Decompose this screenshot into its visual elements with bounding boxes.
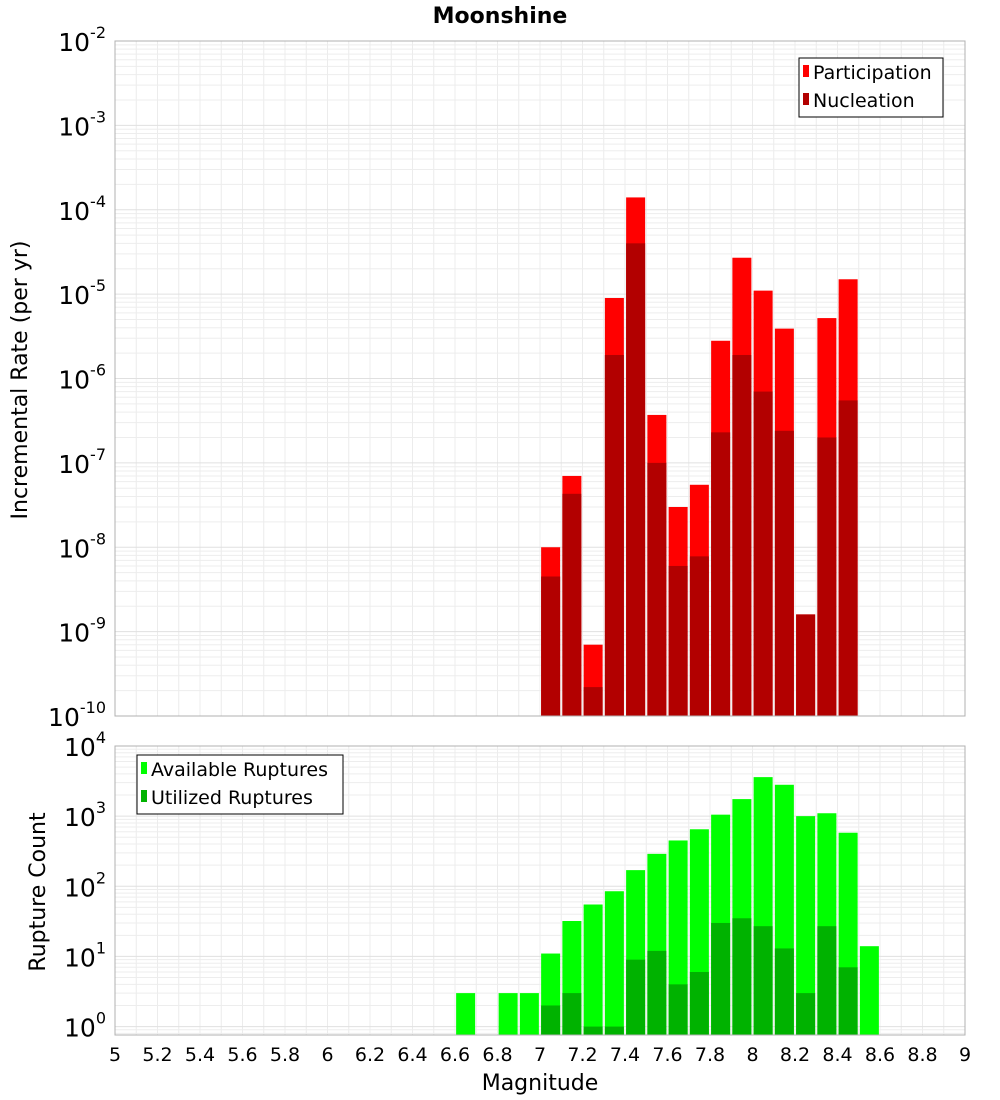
bar-nucleation bbox=[732, 354, 752, 716]
y-tick-label: 102 bbox=[64, 868, 106, 902]
bar-utilized-ruptures bbox=[732, 918, 752, 1035]
bar-nucleation bbox=[604, 354, 624, 716]
y-tick-label: 10-10 bbox=[48, 698, 106, 732]
x-tick-label: 7.4 bbox=[610, 1044, 640, 1066]
bar-nucleation bbox=[817, 437, 837, 716]
bar-utilized-ruptures bbox=[711, 922, 731, 1035]
bar-utilized-ruptures bbox=[562, 993, 582, 1035]
bar-utilized-ruptures bbox=[583, 1026, 603, 1035]
x-tick-label: 5 bbox=[109, 1044, 121, 1066]
bar-nucleation bbox=[796, 614, 816, 716]
legend-swatch bbox=[141, 762, 147, 774]
bar-utilized-ruptures bbox=[668, 984, 688, 1035]
y-tick-label: 10-7 bbox=[58, 445, 106, 479]
bar-nucleation bbox=[541, 576, 561, 716]
legend-label: Available Ruptures bbox=[151, 759, 328, 781]
bar-utilized-ruptures bbox=[774, 948, 794, 1035]
bar-utilized-ruptures bbox=[626, 959, 646, 1035]
bar-utilized-ruptures bbox=[541, 1005, 561, 1035]
x-tick-label: 5.2 bbox=[142, 1044, 172, 1066]
plot-frame bbox=[114, 745, 966, 1036]
bar-available-ruptures bbox=[859, 946, 879, 1035]
x-tick-label: 6.8 bbox=[482, 1044, 512, 1066]
bar-utilized-ruptures bbox=[817, 926, 837, 1035]
x-tick-label: 8.4 bbox=[822, 1044, 852, 1066]
legend-swatch bbox=[141, 790, 147, 802]
y-tick-label: 101 bbox=[64, 938, 106, 972]
chart-title: Moonshine bbox=[433, 4, 568, 29]
y-tick-label: 10-6 bbox=[58, 361, 106, 395]
bar-nucleation bbox=[838, 400, 858, 716]
rate-panel: 10-10 10-9 10-8 10-7 10-6 10-5 10-4 10-3 10-2 Par… bbox=[48, 23, 966, 732]
bar-nucleation bbox=[562, 493, 582, 716]
legend-box bbox=[136, 754, 344, 815]
rate-y-axis-label: Incremental Rate (per yr) bbox=[8, 241, 33, 520]
x-tick-label: 6.2 bbox=[355, 1044, 385, 1066]
x-tick-label: 9 bbox=[959, 1044, 971, 1066]
bar-available-ruptures bbox=[604, 891, 624, 1035]
y-tick-label: 10-3 bbox=[58, 107, 106, 141]
bar-nucleation bbox=[774, 430, 794, 716]
x-tick-label: 8.6 bbox=[865, 1044, 895, 1066]
x-tick-label: 6.6 bbox=[440, 1044, 470, 1066]
x-tick-label: 6 bbox=[321, 1044, 333, 1066]
bar-available-ruptures bbox=[498, 993, 518, 1035]
y-tick-label: 10-8 bbox=[58, 529, 106, 563]
bar-available-ruptures bbox=[583, 904, 603, 1035]
x-tick-label: 7.8 bbox=[695, 1044, 725, 1066]
legend-label: Utilized Ruptures bbox=[151, 787, 313, 809]
bar-utilized-ruptures bbox=[753, 926, 773, 1035]
plot-frame bbox=[114, 40, 966, 717]
bar-nucleation bbox=[626, 243, 646, 717]
bar-nucleation bbox=[583, 687, 603, 716]
bar-nucleation bbox=[668, 565, 688, 716]
y-tick-label: 100 bbox=[64, 1009, 106, 1043]
x-tick-label: 5.4 bbox=[185, 1044, 215, 1066]
legend-label: Nucleation bbox=[813, 90, 915, 112]
y-tick-label: 10-5 bbox=[58, 276, 106, 310]
x-tick-label: 6.4 bbox=[397, 1044, 427, 1066]
bar-utilized-ruptures bbox=[838, 967, 858, 1035]
x-tick-label: 7.2 bbox=[567, 1044, 597, 1066]
bar-utilized-ruptures bbox=[647, 950, 667, 1035]
x-tick-label: 7 bbox=[534, 1044, 546, 1066]
x-axis-label: Magnitude bbox=[482, 1071, 599, 1096]
y-tick-label: 104 bbox=[64, 728, 106, 762]
x-tick-label: 8.8 bbox=[907, 1044, 937, 1066]
y-tick-label: 103 bbox=[64, 798, 106, 832]
bar-available-ruptures bbox=[519, 993, 539, 1035]
x-tick-label: 8 bbox=[746, 1044, 758, 1066]
x-tick-label: 5.8 bbox=[270, 1044, 300, 1066]
bar-nucleation bbox=[689, 556, 709, 716]
legend-label: Participation bbox=[813, 62, 932, 84]
bar-nucleation bbox=[647, 462, 667, 716]
bar-utilized-ruptures bbox=[604, 1026, 624, 1035]
bar-utilized-ruptures bbox=[689, 971, 709, 1035]
y-tick-label: 10-9 bbox=[58, 614, 106, 648]
bar-available-ruptures bbox=[796, 816, 816, 1035]
legend-swatch bbox=[803, 93, 809, 105]
legend-box bbox=[798, 57, 944, 118]
legend-swatch bbox=[803, 65, 809, 77]
y-tick-label: 10-2 bbox=[58, 23, 106, 57]
bar-available-ruptures bbox=[456, 993, 476, 1035]
count-panel: 100 101 102 103 104 Available Ruptures Utilize… bbox=[64, 728, 966, 1043]
count-y-axis-label: Rupture Count bbox=[26, 812, 51, 972]
bar-nucleation bbox=[753, 391, 773, 716]
x-tick-label: 5.6 bbox=[227, 1044, 257, 1066]
y-tick-label: 10-4 bbox=[58, 192, 106, 226]
bar-nucleation bbox=[711, 432, 731, 716]
x-tick-label: 8.2 bbox=[780, 1044, 810, 1066]
bar-utilized-ruptures bbox=[796, 993, 816, 1035]
x-tick-label: 7.6 bbox=[652, 1044, 682, 1066]
